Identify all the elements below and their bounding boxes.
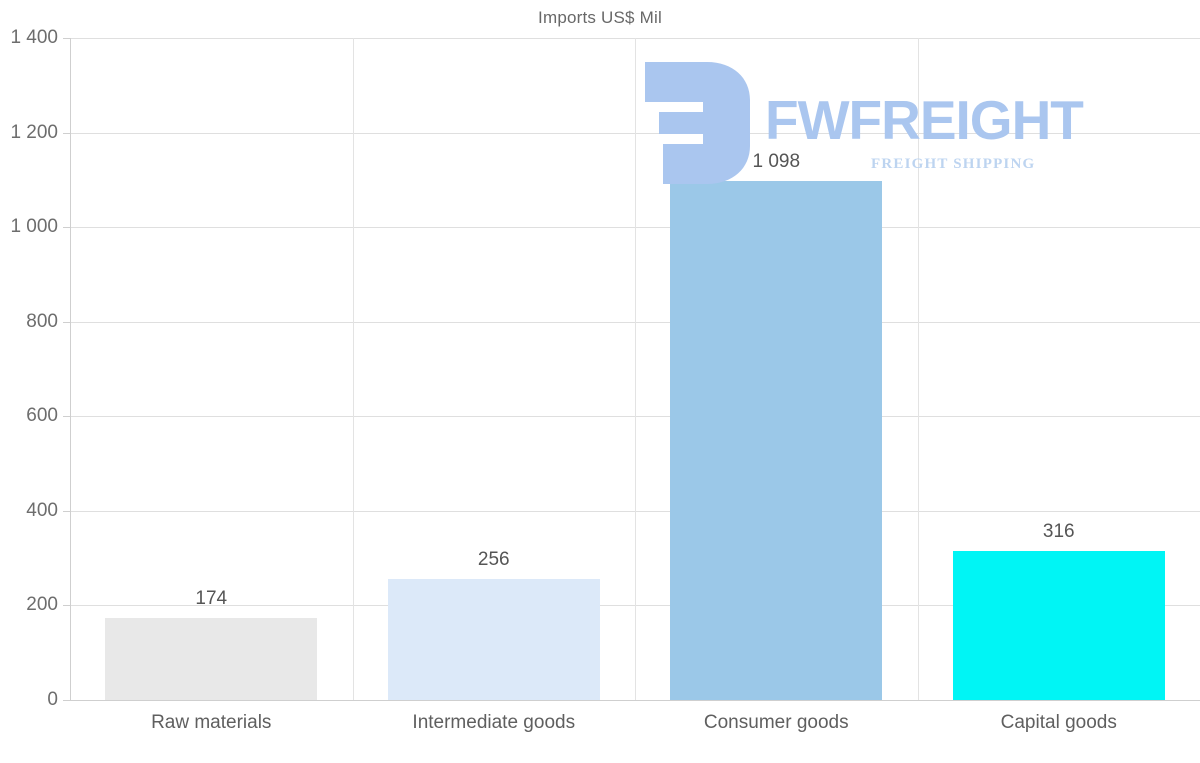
gridline-vertical (352, 38, 354, 700)
gridline-vertical (917, 38, 919, 700)
plot-area: 174 256 1 098 316 (70, 38, 1200, 701)
y-axis-tick-label: 400 (26, 499, 58, 521)
x-axis-category-label: Raw materials (151, 712, 272, 733)
y-axis-tick-label: 0 (47, 689, 58, 710)
y-axis-tick-mark (63, 227, 70, 229)
y-axis-tick-label: 1 000 (10, 216, 58, 238)
x-axis-line (70, 700, 1200, 701)
y-axis-tick-label: 800 (26, 310, 58, 332)
y-axis-line (70, 38, 71, 701)
bar[interactable] (105, 617, 318, 700)
y-axis-tick-mark (63, 510, 70, 512)
bar-value-label: 316 (1042, 520, 1075, 542)
x-axis-category-label: Consumer goods (703, 712, 849, 733)
bar[interactable] (952, 550, 1165, 700)
bar[interactable] (387, 578, 600, 700)
gridline-vertical (635, 38, 636, 700)
y-axis-tick-label: 200 (26, 594, 58, 616)
x-axis-category-label: Capital goods (1000, 712, 1117, 733)
x-axis-category-label: Intermediate goods (412, 712, 576, 733)
y-axis-tick-mark (63, 416, 70, 418)
bar[interactable] (670, 180, 883, 700)
chart-title: Imports US$ Mil (538, 8, 662, 27)
y-axis-tick-mark (63, 38, 70, 39)
bar-value-label: 1 098 (752, 150, 801, 172)
y-axis-tick-mark (63, 321, 70, 323)
y-axis-tick-label: 1 200 (10, 121, 58, 143)
y-axis-tick-mark (63, 605, 70, 607)
y-axis-tick-mark (63, 132, 70, 134)
y-axis-tick-label: 1 400 (10, 27, 58, 48)
y-axis-tick-mark (63, 700, 70, 701)
bar-value-label: 174 (195, 587, 228, 609)
bar-value-label: 256 (477, 548, 510, 570)
y-axis-tick-label: 600 (26, 405, 58, 427)
